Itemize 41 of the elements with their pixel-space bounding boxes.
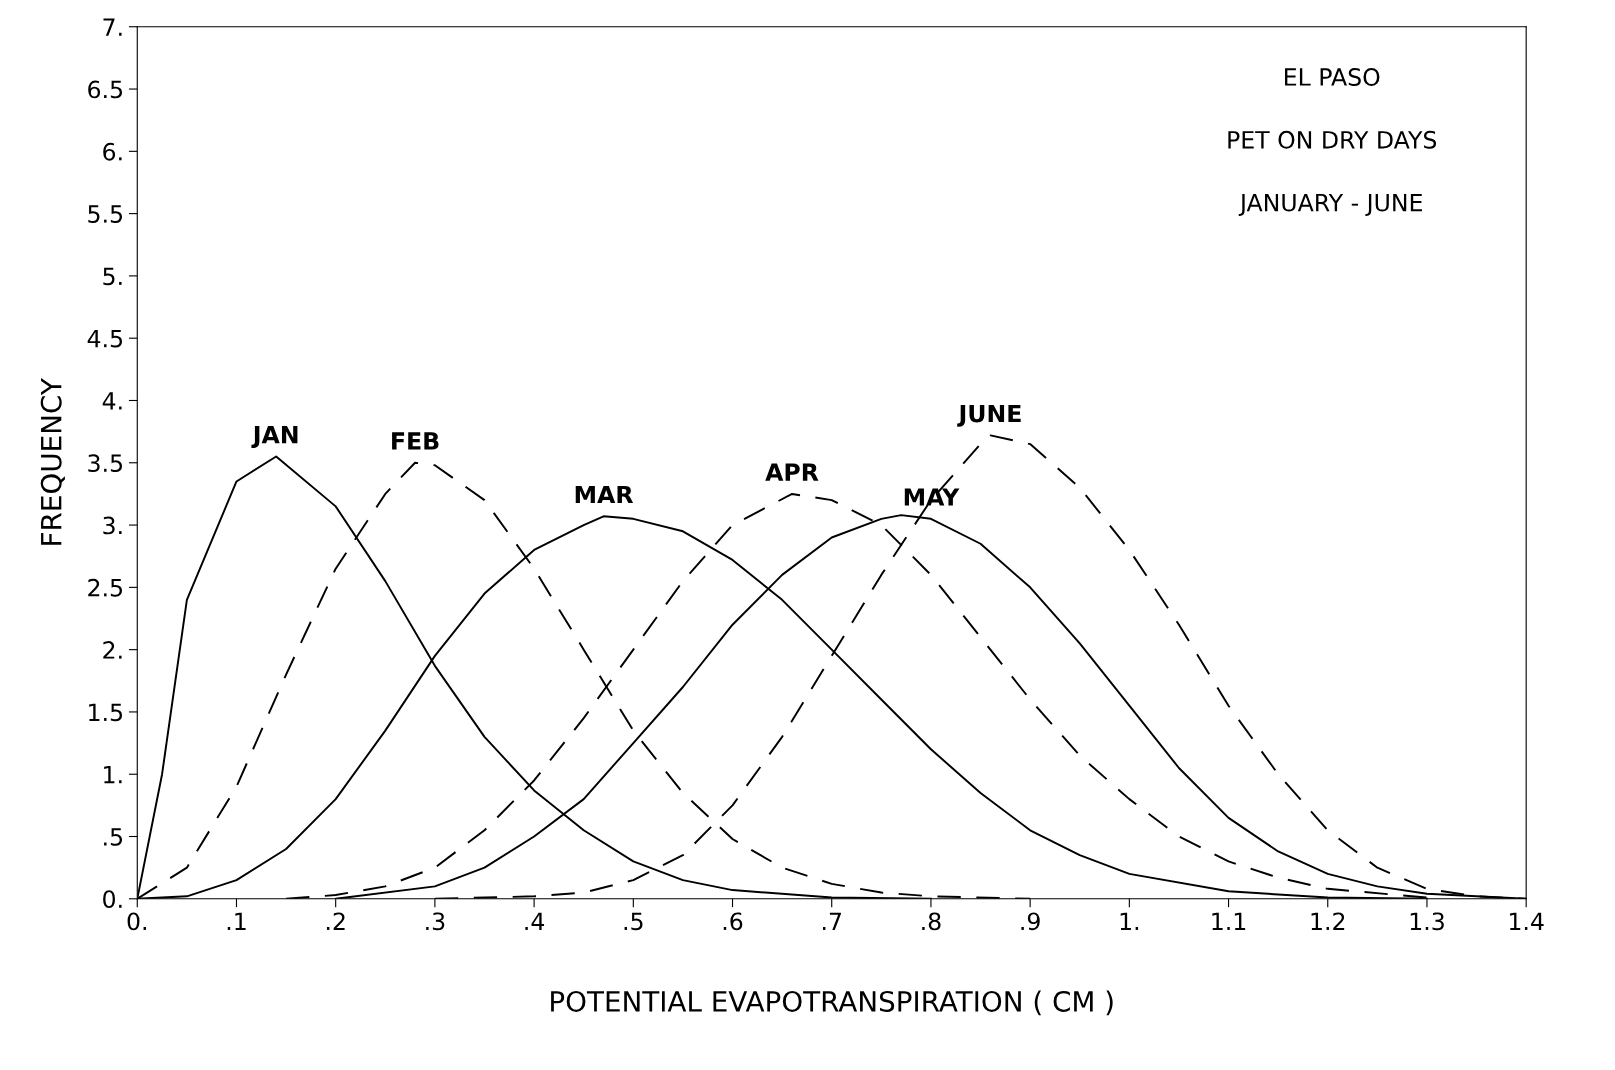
x-axis-title: POTENTIAL EVAPOTRANSPIRATION ( CM ) <box>551 990 1113 1016</box>
x-tick-label: .1 <box>227 912 246 930</box>
annotation: EL PASO <box>1285 68 1380 86</box>
x-tick-label: 1. <box>1120 912 1139 930</box>
annotation: APR <box>765 463 819 481</box>
y-tick-label: 3.5 <box>88 454 123 473</box>
annotation: MAY <box>904 488 960 506</box>
y-tick-label: 3. <box>103 516 122 535</box>
y-tick-label: 4. <box>102 392 122 410</box>
y-tick-label: 2.5 <box>88 578 123 597</box>
x-tick-label: 1.2 <box>1311 912 1345 930</box>
y-axis-title: FREQUENCY <box>40 378 65 545</box>
annotation: MAR <box>575 485 634 504</box>
x-tick-label: .5 <box>624 912 643 931</box>
x-tick-label: 1.4 <box>1509 912 1544 930</box>
y-tick-label: 5.5 <box>88 205 123 223</box>
x-tick-label: 1.3 <box>1410 912 1444 931</box>
y-tick-label: 6.5 <box>88 80 123 99</box>
x-tick-label: .8 <box>922 912 941 931</box>
annotation: PET ON DRY DAYS <box>1228 130 1437 149</box>
y-tick-label: 4.5 <box>87 329 123 348</box>
x-tick-label: 1.1 <box>1212 912 1246 930</box>
y-tick-label: 2. <box>103 641 122 659</box>
y-tick-label: 1. <box>104 765 122 784</box>
annotation: FEB <box>392 432 439 450</box>
y-tick-label: 7. <box>103 18 122 36</box>
y-tick-label: 0. <box>103 890 122 909</box>
x-tick-label: .3 <box>426 912 445 931</box>
x-tick-label: .6 <box>723 912 743 931</box>
y-tick-label: 5. <box>103 267 122 286</box>
annotation: JAN <box>251 426 298 449</box>
y-tick-label: 1.5 <box>89 703 123 722</box>
y-tick-label: .5 <box>104 828 123 846</box>
x-tick-label: 0. <box>127 912 146 931</box>
annotation: JANUARY - JUNE <box>1238 193 1422 216</box>
x-tick-label: .9 <box>1021 912 1040 931</box>
x-tick-label: .4 <box>525 912 545 930</box>
x-tick-label: .2 <box>326 912 345 930</box>
y-tick-label: 6. <box>103 142 122 161</box>
x-tick-label: .7 <box>822 912 841 930</box>
annotation: JUNE <box>957 404 1021 427</box>
